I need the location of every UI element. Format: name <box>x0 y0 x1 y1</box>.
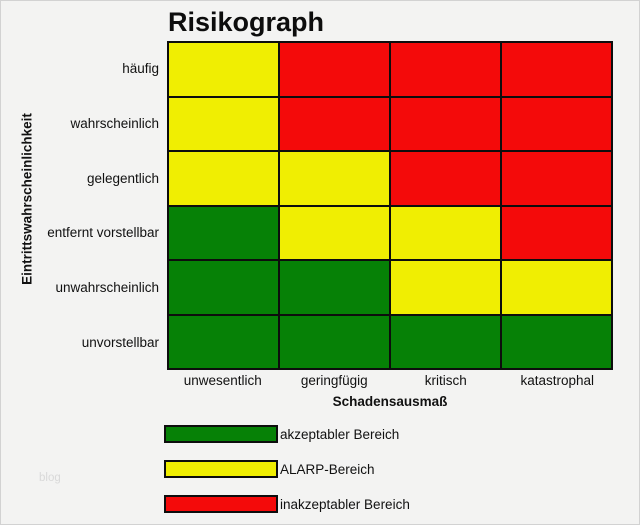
risk-cell-alarp-r4c2 <box>391 261 500 314</box>
legend-label-acceptable: akzeptabler Bereich <box>280 426 400 442</box>
legend-label-alarp: ALARP-Bereich <box>280 461 375 477</box>
x-axis-tick-labels: unwesentlich geringfügig kritisch katast… <box>167 373 613 388</box>
risk-cell-unacceptable-r0c1 <box>280 43 389 96</box>
risk-cell-alarp-r3c2 <box>391 206 500 259</box>
risk-cell-unacceptable-r3c3 <box>502 206 611 259</box>
risk-cell-alarp-r2c1 <box>280 152 389 205</box>
legend-swatch-acceptable <box>164 425 278 443</box>
risk-cell-unacceptable-r0c3 <box>502 43 611 96</box>
risk-matrix <box>167 41 613 370</box>
legend-item-alarp: ALARP-Bereich <box>164 460 410 478</box>
risk-cell-acceptable-r5c0 <box>169 315 278 368</box>
risk-cell-unacceptable-r0c2 <box>391 43 500 96</box>
x-tick-label-katastrophal: katastrophal <box>520 373 595 388</box>
risk-cell-alarp-r4c3 <box>502 261 611 314</box>
y-axis-tick-labels: häufig wahrscheinlich gelegentlich entfe… <box>1 41 162 370</box>
legend-item-unacceptable: inakzeptabler Bereich <box>164 495 410 513</box>
x-tick-label-kritisch: kritisch <box>424 373 467 388</box>
risk-cell-unacceptable-r1c1 <box>280 97 389 150</box>
y-tick-label-haeufig: häufig <box>122 60 159 76</box>
risk-cell-unacceptable-r2c2 <box>391 152 500 205</box>
risk-cell-acceptable-r3c0 <box>169 206 278 259</box>
x-tick-label-unwesentlich: unwesentlich <box>183 373 262 388</box>
risk-cell-alarp-r1c0 <box>169 97 278 150</box>
legend-item-acceptable: akzeptabler Bereich <box>164 425 410 443</box>
chart-title: Risikograph <box>168 7 325 37</box>
y-tick-label-unwahrscheinlich: unwahrscheinlich <box>55 280 159 296</box>
risk-cell-unacceptable-r1c3 <box>502 97 611 150</box>
legend-swatch-alarp <box>164 460 278 478</box>
risk-cell-acceptable-r4c1 <box>280 261 389 314</box>
y-tick-label-wahrscheinlich: wahrscheinlich <box>70 115 159 131</box>
risk-cell-unacceptable-r1c2 <box>391 97 500 150</box>
y-tick-label-unvorstellbar: unvorstellbar <box>81 335 159 351</box>
risk-cell-alarp-r0c0 <box>169 43 278 96</box>
risk-cell-acceptable-r5c1 <box>280 315 389 368</box>
risk-cell-acceptable-r4c0 <box>169 261 278 314</box>
legend-swatch-unacceptable <box>164 495 278 513</box>
legend-label-unacceptable: inakzeptabler Bereich <box>280 496 410 512</box>
y-tick-label-gelegentlich: gelegentlich <box>86 170 159 186</box>
y-tick-label-entfernt-vorstellbar: entfernt vorstellbar <box>47 225 159 241</box>
risk-cell-alarp-r2c0 <box>169 152 278 205</box>
x-tick-label-geringfuegig: geringfügig <box>300 373 368 388</box>
x-axis-title: Schadensausmaß <box>332 394 448 409</box>
risk-cell-acceptable-r5c3 <box>502 315 611 368</box>
legend: akzeptabler Bereich ALARP-Bereich inakze… <box>164 425 410 524</box>
risk-cell-unacceptable-r2c3 <box>502 152 611 205</box>
watermark-text: blog <box>39 472 61 484</box>
risk-cell-alarp-r3c1 <box>280 206 389 259</box>
risk-cell-acceptable-r5c2 <box>391 315 500 368</box>
